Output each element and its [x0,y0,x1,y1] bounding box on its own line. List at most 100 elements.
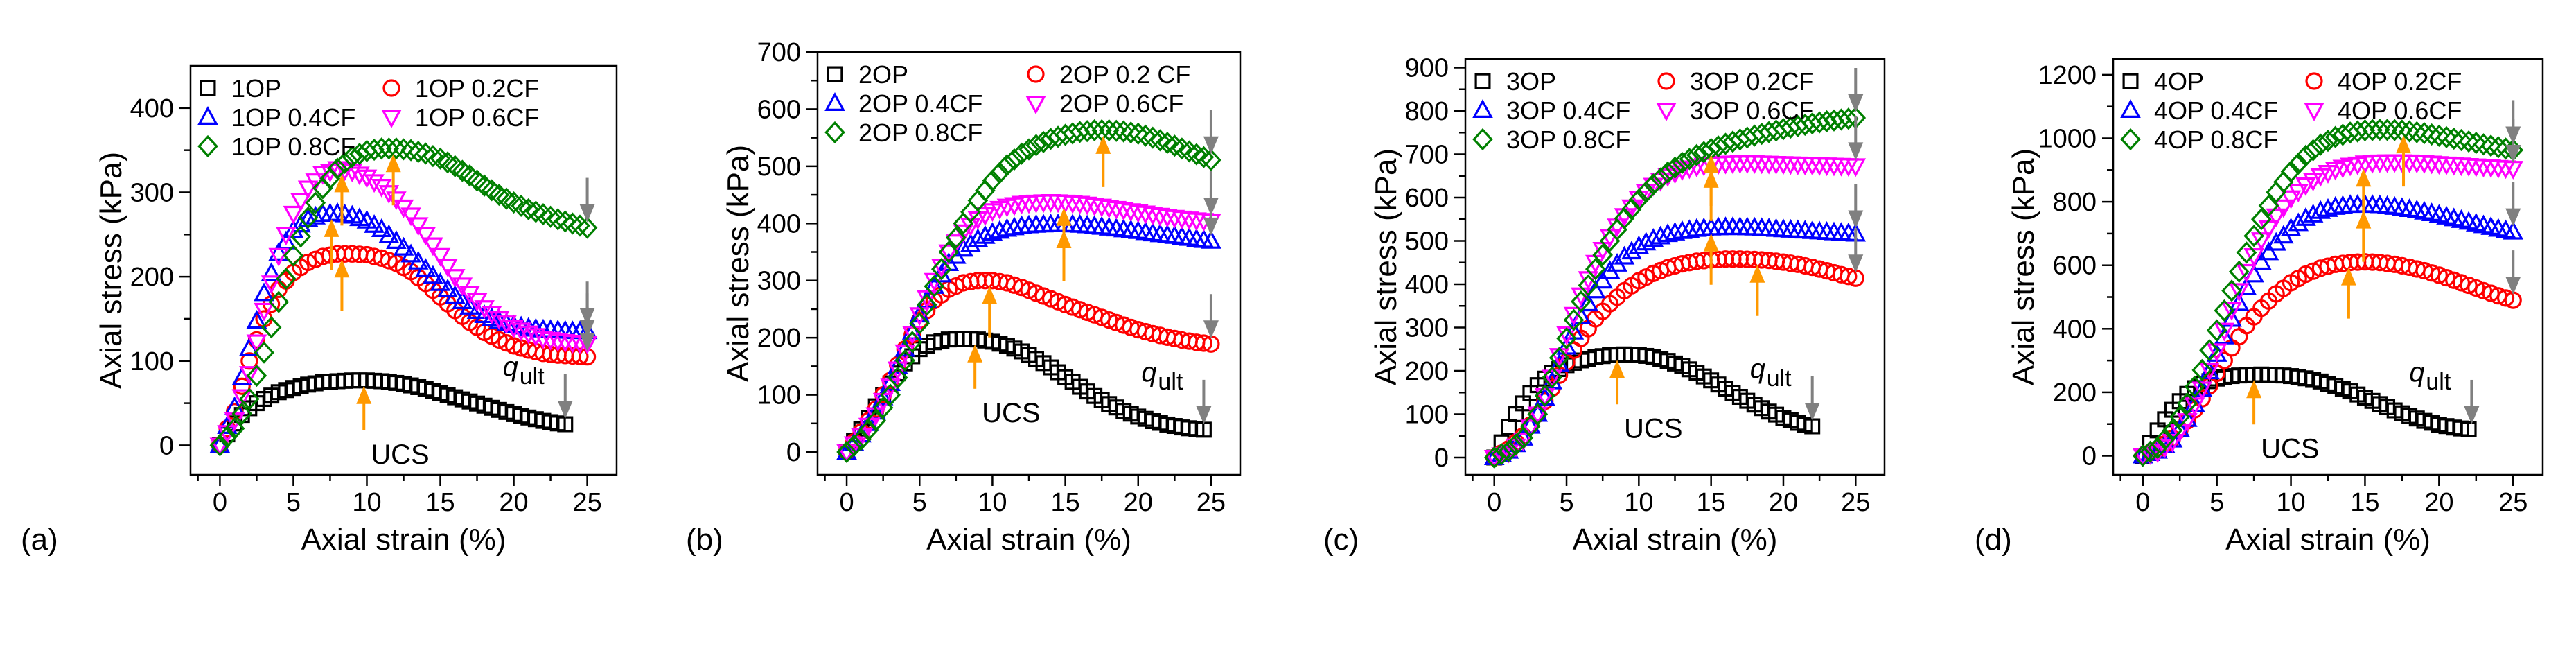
ucs-arrow [1609,360,1625,405]
data-point [2460,421,2477,438]
data-point [2236,263,2257,283]
data-point [437,279,458,297]
data-point [1127,204,1149,223]
data-point [268,290,290,313]
data-point [2184,393,2205,412]
data-point [2445,271,2463,289]
data-point [1838,107,1859,130]
arrow-head [385,154,401,173]
data-point [2310,133,2331,156]
legend-marker [2305,72,2323,90]
x-tick-label: 5 [286,488,301,517]
data-point [909,307,930,326]
data-point [378,137,400,160]
legend-label: 3OP 0.4CF [1506,96,1630,125]
arrow-head [982,286,998,304]
legend-marker [200,80,216,96]
data-point [1113,202,1134,221]
data-point [938,244,960,263]
arrow-head [1203,136,1219,155]
y-tick-label: 400 [2053,315,2097,344]
data-point [2236,241,2257,264]
data-point [858,419,879,442]
x-tick-label: 15 [1050,488,1079,517]
data-point [2243,248,2264,267]
ucs-arrow [334,259,350,311]
data-point [407,140,429,164]
x-tick-label: 10 [352,488,381,517]
legend-label: 1OP 0.8CF [231,132,355,161]
qult-arrow [1848,228,1864,273]
data-point [233,377,251,395]
data-point [1157,131,1178,155]
ucs-arrow [334,174,350,226]
legend: 3OP 3OP 0.2CF 3OP 0.4CF 3OP 0.6CF 3OP 0.8CF [1472,67,1814,154]
data-point [371,179,392,198]
data-point [1693,141,1715,164]
data-point [930,258,952,281]
y-tick-label: 200 [2053,378,2097,408]
y-axis: 0 100 200 300 400 500 600 700 [757,38,818,467]
data-point [437,258,458,277]
data-point [305,205,326,225]
data-point [2221,302,2242,321]
x-tick-label: 5 [912,488,927,517]
arrow-head [1196,406,1212,424]
qult-subscript: ult [520,363,545,390]
qult-arrow [2505,182,2521,227]
data-point [2162,428,2183,448]
data-point [533,202,554,226]
data-point [2295,144,2316,167]
data-point [276,268,297,290]
data-point [836,440,857,464]
y-tick-label: 100 [1405,401,1449,430]
data-point [865,409,886,432]
data-point [2443,127,2464,150]
data-point [1106,200,1127,220]
y-axis: 0 100 200 300 400 500 600 700 800 900 [1405,54,1465,473]
legend-label: 2OP 0.8CF [858,119,982,147]
x-tick-label: 5 [1559,488,1573,517]
data-point [1520,415,1541,434]
data-point [2302,139,2324,162]
ucs-arrow [2356,168,2372,220]
data-point [1506,433,1526,456]
data-point [423,237,443,256]
data-point [540,331,561,351]
y-tick-label: 0 [1434,444,1449,473]
data-point [246,310,267,329]
arrow-head [2396,135,2412,154]
data-point [305,191,326,214]
data-point [851,428,872,451]
data-point [2132,444,2153,467]
data-point [1520,419,1541,439]
data-point [327,157,348,180]
data-point [2295,177,2316,196]
data-point [364,214,385,233]
data-point [430,247,451,267]
legend-label: 1OP 0.4CF [231,103,355,132]
data-point [407,250,429,270]
arrow-head [1848,254,1864,273]
y-tick-label: 800 [1405,97,1449,126]
data-point [1106,119,1127,142]
y-tick-label: 800 [2053,188,2097,217]
series-4op-0.8cf [2132,119,2524,467]
x-tick-label: 20 [2424,488,2453,517]
data-point [2169,424,2191,442]
arrow-head [2505,126,2521,145]
data-point [2376,119,2398,141]
data-point [240,352,258,370]
arrow-head [1804,403,1820,421]
data-point [2288,184,2309,203]
x-axis-label: Axial strain (%) [301,523,506,557]
x-axis: 0 5 10 15 20 25 [197,475,602,517]
data-point [1135,124,1156,147]
legend-label: 1OP [231,74,281,103]
data-point [562,212,583,235]
data-point [1571,290,1591,313]
arrow-head [1848,142,1864,161]
data-point [901,326,923,345]
data-point [231,389,253,408]
data-point [2414,122,2435,145]
